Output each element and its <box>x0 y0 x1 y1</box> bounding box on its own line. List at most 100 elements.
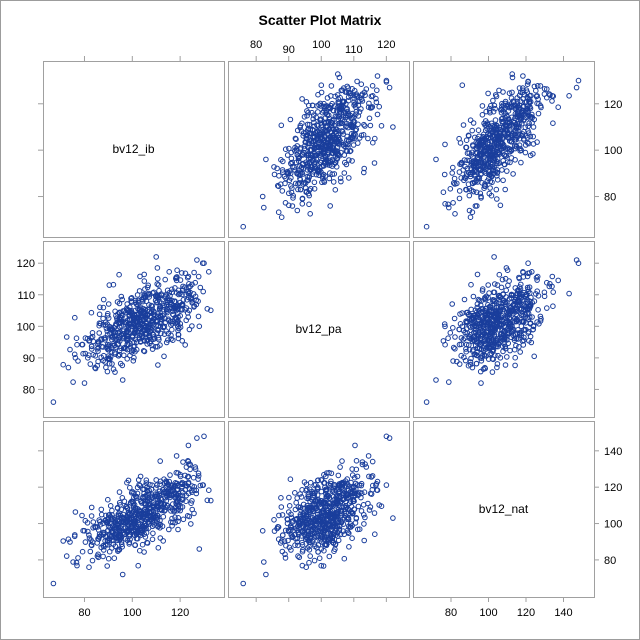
scatter-point <box>461 177 467 184</box>
scatter-point <box>133 316 139 322</box>
scatter-point <box>335 537 342 544</box>
scatter-point <box>450 358 456 364</box>
scatter-point <box>310 116 317 122</box>
scatter-point <box>182 270 189 277</box>
scatter-point <box>116 271 122 278</box>
scatter-point <box>72 314 78 321</box>
scatter-point <box>175 515 182 521</box>
scatter-point <box>169 286 175 293</box>
scatter-point <box>483 305 490 312</box>
scatter-point <box>297 186 304 193</box>
scatter-point <box>175 518 181 525</box>
scatter-point <box>337 523 343 529</box>
scatter-point <box>546 283 553 290</box>
scatter-point <box>116 530 123 537</box>
scatter-point <box>351 99 357 105</box>
scatter-point <box>534 288 541 295</box>
scatter-point <box>319 521 326 528</box>
scatter-point <box>137 321 143 327</box>
scatter-point <box>240 580 246 587</box>
scatter-point <box>483 293 490 300</box>
scatter-point <box>355 526 361 533</box>
scatter-point <box>310 168 317 175</box>
scatter-point <box>463 348 470 355</box>
scatter-point <box>504 168 510 174</box>
scatter-point <box>306 121 313 128</box>
scatter-point <box>299 96 305 102</box>
scatter-point <box>497 202 504 209</box>
scatter-point <box>87 548 94 555</box>
scatter-point <box>159 486 166 493</box>
scatter-point <box>294 523 301 530</box>
scatter-point <box>326 175 333 182</box>
scatter-point <box>524 109 531 116</box>
scatter-point <box>287 116 294 123</box>
scatter-point <box>278 214 285 220</box>
scatter-point <box>303 189 310 195</box>
scatter-point <box>456 361 463 367</box>
scatter-point <box>168 482 174 489</box>
scatter-point <box>89 557 96 564</box>
scatter-point <box>303 135 310 142</box>
scatter-point <box>95 554 102 561</box>
scatter-point <box>134 292 141 298</box>
scatter-point <box>107 503 114 509</box>
scatter-point <box>358 132 365 139</box>
scatter-point <box>116 347 123 354</box>
scatter-point <box>116 489 123 495</box>
scatter-point <box>386 435 393 441</box>
scatter-point <box>104 321 110 327</box>
scatter-point <box>263 156 269 163</box>
scatter-point <box>362 514 368 521</box>
scatter-point <box>573 257 580 263</box>
scatter-point <box>518 147 525 154</box>
right-tick-label-bv12_nat: 80 <box>604 555 616 567</box>
scatter-point <box>170 501 176 507</box>
scatter-point <box>161 294 168 300</box>
scatter-point <box>311 186 318 192</box>
scatter-point <box>112 337 118 343</box>
scatter-point <box>317 100 324 107</box>
scatter-point <box>297 146 304 152</box>
scatter-point <box>321 528 328 535</box>
scatter-point <box>279 188 286 194</box>
scatter-point <box>566 93 572 99</box>
scatter-point <box>446 379 452 385</box>
scatter-point <box>295 529 302 535</box>
scatter-point <box>137 273 143 280</box>
scatter-point <box>326 146 333 152</box>
scatter-point <box>516 92 523 99</box>
scatter-point <box>349 490 356 497</box>
scatter-point <box>158 502 164 508</box>
scatter-point <box>316 132 323 139</box>
panel-bv12_pa-vs-bv12_ib <box>228 61 410 238</box>
scatter-point <box>511 143 518 149</box>
scatter-point <box>450 200 456 206</box>
scatter-point <box>463 186 469 193</box>
scatter-point <box>478 380 484 386</box>
scatter-point <box>127 340 133 347</box>
scatter-point <box>316 499 323 505</box>
scatter-point <box>352 442 358 449</box>
scatter-point <box>81 528 88 534</box>
scatter-point <box>423 223 430 230</box>
scatter-point <box>136 336 143 342</box>
scatter-point <box>63 334 70 340</box>
scatter-point <box>313 171 320 178</box>
scatter-point <box>113 321 119 327</box>
panel-bv12_nat-vs-bv12_pa <box>413 241 595 418</box>
scatter-point <box>302 139 309 145</box>
panel-frame <box>43 61 225 238</box>
scatter-point <box>271 164 277 170</box>
scatter-point <box>157 517 163 524</box>
scatter-point <box>516 105 523 111</box>
scatter-point <box>307 553 314 559</box>
scatter-point <box>494 361 501 367</box>
scatter-point <box>526 284 533 291</box>
scatter-point <box>520 117 527 124</box>
scatter-point <box>330 108 337 114</box>
scatter-point <box>301 114 308 120</box>
scatter-point <box>481 331 488 337</box>
scatter-point <box>186 326 193 333</box>
scatter-point <box>525 270 531 277</box>
